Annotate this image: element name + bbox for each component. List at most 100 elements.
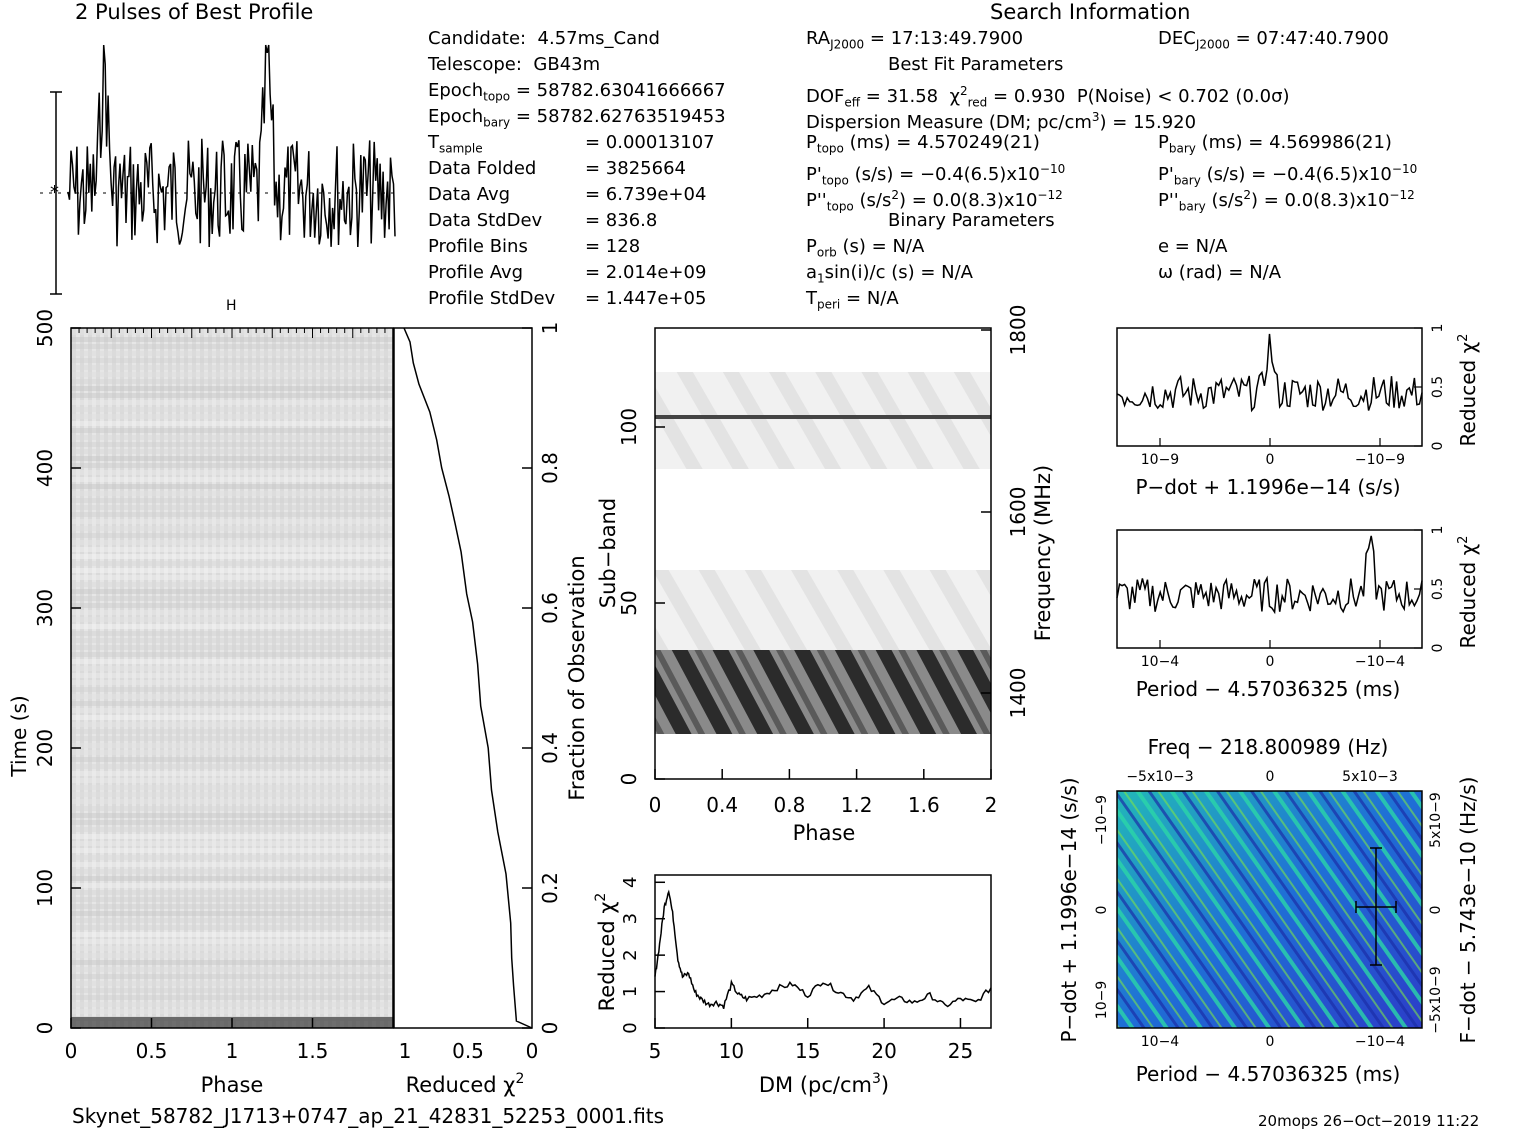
- dec-line: DECJ2000 = 07:47:40.7900: [1158, 28, 1389, 52]
- map-y2-tick: 5x10−9: [1428, 792, 1444, 848]
- asini-line: a1sin(i)/c (s) = N/A: [806, 262, 973, 286]
- phase-axis-label: Phase: [201, 1073, 264, 1097]
- porb-line: Porb (s) = N/A: [806, 236, 925, 260]
- period-chi2-line: [1116, 535, 1423, 615]
- tsample-value: = 0.00013107: [585, 132, 715, 153]
- time-tick-label: 0: [33, 1022, 57, 1035]
- pp-dot-map: −5x10−3 0 5x10−3 10−4 0 −10−4 10−9 0 −10−9 −5x10−…: [1094, 769, 1444, 1050]
- chi-fraction-line: [403, 327, 533, 1029]
- pbary-line: Pbary (ms) = 4.569986(21): [1158, 132, 1392, 156]
- dm-chi2-tick: 3: [620, 913, 641, 924]
- map-y-tick: 0: [1094, 906, 1110, 915]
- subband-axis-label: Sub−band: [596, 498, 620, 608]
- dm-tick-label: 15: [795, 1039, 820, 1063]
- svg-text:*: *: [50, 182, 59, 203]
- tsample-line: Tsample: [428, 132, 483, 156]
- subband-tick: 100: [617, 408, 641, 446]
- ptopo-line: Ptopo (ms) = 4.570249(21): [806, 132, 1040, 156]
- binary-title: Binary Parameters: [888, 210, 1055, 231]
- subband-phase-tick: 0: [649, 793, 662, 817]
- dof-line: DOFeff = 31.58 χ2red = 0.930 P(Noise) < …: [806, 84, 1290, 110]
- pdot-topo-line: P'topo (s/s) = −0.4(6.5)x10−10: [806, 162, 1066, 188]
- ra-line: RAJ2000 = 17:13:49.7900: [806, 28, 1024, 52]
- small-y-tick: 1: [1430, 526, 1446, 535]
- map-x-tick: 10−4: [1141, 1034, 1180, 1050]
- frequency-axis-label: Frequency (MHz): [1031, 465, 1055, 641]
- time-tick-label: 500: [33, 309, 57, 347]
- small-x-tick: 10−9: [1141, 452, 1179, 468]
- map-y2-tick: −5x10−9: [1428, 966, 1444, 1033]
- map-period-axis-label: Period − 4.57036325 (ms): [1136, 1062, 1401, 1086]
- time-tick-label: 100: [33, 869, 57, 907]
- map-top-tick: 0: [1266, 769, 1275, 785]
- fraction-tick-label: 0.8: [538, 452, 562, 484]
- time-axis-label: Time (s): [7, 695, 31, 777]
- data-avg-label: Data Avg: [428, 184, 511, 205]
- subband-phase-tick: 2: [985, 793, 998, 817]
- map-x-tick: −10−4: [1355, 1034, 1405, 1050]
- map-top-tick: 5x10−3: [1342, 769, 1398, 785]
- dm-chi2-axis-label: Reduced χ2: [593, 893, 619, 1012]
- subband-phase-tick: 1.2: [841, 793, 873, 817]
- fraction-tick-label: 0: [538, 1022, 562, 1035]
- profile-avg-label: Profile Avg: [428, 262, 524, 283]
- phase-tick-label: 0: [65, 1039, 78, 1063]
- frequency-tick: 1800: [1006, 305, 1030, 356]
- subband-phase-tick: 0.8: [773, 793, 805, 817]
- subband-phase-tick: 0.4: [706, 793, 738, 817]
- chi2-fraction-plot: 1 0.5 0 0 0.2 0.4 0.6 0.8 1: [393, 322, 562, 1063]
- fraction-tick-label: 0.6: [538, 592, 562, 624]
- epoch-bary-line: Epochbary = 58782.62763519453: [428, 106, 726, 130]
- time-tick-label: 400: [33, 449, 57, 487]
- dm-chi2-tick: 2: [620, 949, 641, 960]
- pdot-chi2-line: [1116, 333, 1423, 413]
- small-x-tick: −10−9: [1355, 452, 1405, 468]
- dm-chi2-tick: 4: [620, 877, 641, 888]
- subband-plot: 0 0.4 0.8 1.2 1.6 2 0 50 100 1400 1600 1800: [617, 305, 1030, 817]
- small-y-tick: 0: [1430, 644, 1446, 653]
- chi2-tick-label: 0.5: [452, 1039, 484, 1063]
- pdot-chi2-axis-label: Reduced χ2: [1456, 334, 1480, 447]
- fraction-tick-label: 1: [538, 322, 562, 335]
- subband-tick: 0: [617, 773, 641, 786]
- phase-tick-label: 1: [226, 1039, 239, 1063]
- phase-tick-label: 0.5: [136, 1039, 168, 1063]
- top-marker: H: [226, 298, 237, 314]
- dm-tick-label: 20: [871, 1039, 896, 1063]
- map-pdot-axis-label: P−dot + 1.1996e−14 (s/s): [1057, 777, 1081, 1042]
- chi2-tick-label: 0: [526, 1039, 539, 1063]
- profile-stddev-label: Profile StdDev: [428, 288, 556, 309]
- pddot-topo-line: P''topo (s/s2) = 0.0(8.3)x10−12: [806, 188, 1063, 214]
- small-x-tick: 10−4: [1141, 654, 1180, 670]
- ecc-line: e = N/A: [1158, 236, 1228, 257]
- footer-filename: Skynet_58782_J1713+0747_ap_21_42831_5225…: [72, 1104, 665, 1128]
- time-tick-label: 300: [33, 589, 57, 627]
- map-y-tick: 10−9: [1094, 981, 1110, 1019]
- frequency-tick: 1400: [1006, 668, 1030, 719]
- small-x-tick: −10−4: [1355, 654, 1405, 670]
- profile-bins-label: Profile Bins: [428, 236, 528, 257]
- map-y-tick: −10−9: [1094, 795, 1110, 845]
- pdot-bary-line: P'bary (s/s) = −0.4(6.5)x10−10: [1158, 162, 1418, 188]
- omega-line: ω (rad) = N/A: [1158, 262, 1282, 283]
- small-x-tick: 0: [1266, 452, 1275, 468]
- dm-tick-label: 25: [948, 1039, 973, 1063]
- pdot-axis-label: P−dot + 1.1996e−14 (s/s): [1135, 475, 1400, 499]
- candidate-line: Candidate: 4.57ms_Cand: [428, 28, 660, 49]
- fraction-tick-label: 0.2: [538, 872, 562, 904]
- map-y2-tick: 0: [1428, 906, 1444, 915]
- chi2-tick-label: 1: [399, 1039, 412, 1063]
- fraction-tick-label: 0.4: [538, 732, 562, 764]
- map-x-tick: 0: [1266, 1034, 1275, 1050]
- profile-plot: *: [40, 44, 396, 295]
- data-stddev-label: Data StdDev: [428, 210, 543, 231]
- bestfit-title: Best Fit Parameters: [888, 54, 1064, 75]
- small-y-tick: 0.5: [1430, 578, 1446, 600]
- epoch-topo-line: Epochtopo = 58782.63041666667: [428, 80, 726, 104]
- subband-phase-tick: 1.6: [908, 793, 940, 817]
- dm-chi2-tick: 1: [620, 986, 641, 997]
- profile-line: [67, 44, 396, 248]
- period-chi2-axis-label: Reduced χ2: [1456, 536, 1480, 649]
- dm-tick-label: 5: [649, 1039, 662, 1063]
